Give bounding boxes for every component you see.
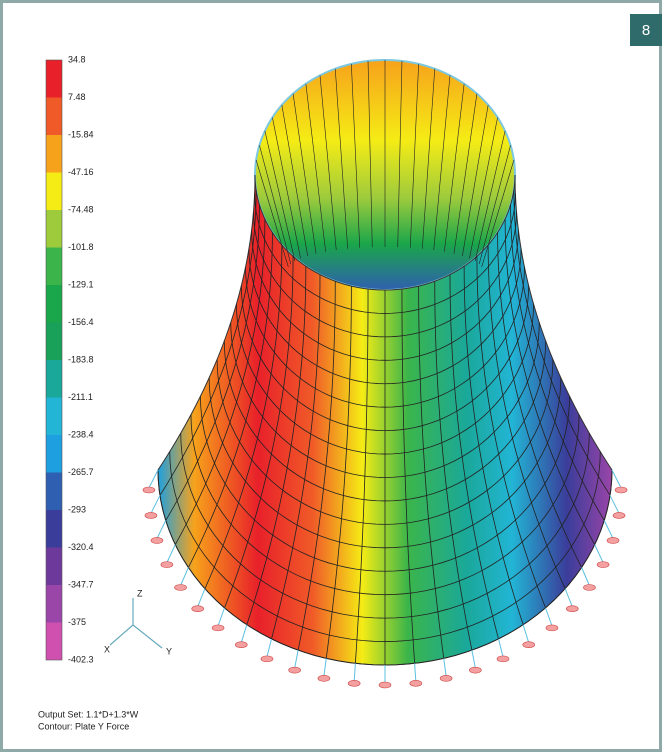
legend-label: -265.7 xyxy=(68,467,94,477)
support xyxy=(497,656,509,662)
legend-label: -101.8 xyxy=(68,242,94,252)
support xyxy=(566,606,578,612)
legend-label: -320.4 xyxy=(68,542,94,552)
support xyxy=(192,606,204,612)
support xyxy=(410,680,422,686)
support xyxy=(546,625,558,631)
legend-label: -211.1 xyxy=(68,392,93,402)
support xyxy=(469,667,481,673)
legend-label: -293 xyxy=(68,504,86,514)
axis-x: X xyxy=(104,644,110,654)
legend-label: -402.3 xyxy=(68,654,94,664)
legend-label: -74.48 xyxy=(68,204,94,214)
legend-swatch xyxy=(46,173,62,211)
badge: 8 xyxy=(642,22,650,39)
support xyxy=(607,537,619,543)
caption-line1: Output Set: 1.1*D+1.3*W xyxy=(38,709,139,719)
legend-swatch xyxy=(46,98,62,136)
axis-y: Y xyxy=(166,646,172,656)
legend-label: -375 xyxy=(68,617,86,627)
support xyxy=(379,682,391,688)
legend-label: -129.1 xyxy=(68,279,94,289)
legend-swatch xyxy=(46,435,62,473)
support xyxy=(161,562,173,568)
legend-label: -238.4 xyxy=(68,429,94,439)
support xyxy=(151,537,163,543)
legend-swatch xyxy=(46,285,62,323)
legend-swatch xyxy=(46,398,62,436)
figure: 8 34.8 7.48 -15.84 -47.16 -74.48 -101.8 -129.1… xyxy=(0,0,662,752)
support xyxy=(143,487,155,493)
legend-swatch xyxy=(46,510,62,548)
support xyxy=(597,562,609,568)
support xyxy=(175,585,187,591)
support xyxy=(145,512,157,518)
support xyxy=(615,487,627,493)
support xyxy=(235,642,247,648)
support xyxy=(261,656,273,662)
legend-label: 7.48 xyxy=(68,92,86,102)
legend-swatch xyxy=(46,248,62,286)
legend-label: -347.7 xyxy=(68,579,94,589)
legend-label: -47.16 xyxy=(68,167,94,177)
legend-swatch xyxy=(46,473,62,511)
support xyxy=(289,667,301,673)
legend-swatch xyxy=(46,210,62,248)
legend-swatch xyxy=(46,585,62,623)
support xyxy=(348,680,360,686)
legend-swatch xyxy=(46,60,62,98)
caption-line2: Contour: Plate Y Force xyxy=(38,721,129,731)
support xyxy=(212,625,224,631)
legend-swatch xyxy=(46,323,62,361)
support xyxy=(440,675,452,681)
legend-label: -156.4 xyxy=(68,317,94,327)
legend-label: -183.8 xyxy=(68,354,94,364)
legend-swatch xyxy=(46,623,62,661)
legend-label: -15.84 xyxy=(68,129,94,139)
support xyxy=(318,675,330,681)
legend-swatch xyxy=(46,135,62,173)
legend-swatch xyxy=(46,360,62,398)
legend-swatch xyxy=(46,548,62,586)
support xyxy=(613,512,625,518)
support xyxy=(583,585,595,591)
axis-z: Z xyxy=(137,588,143,598)
legend-label: 34.8 xyxy=(68,54,86,64)
support xyxy=(523,642,535,648)
